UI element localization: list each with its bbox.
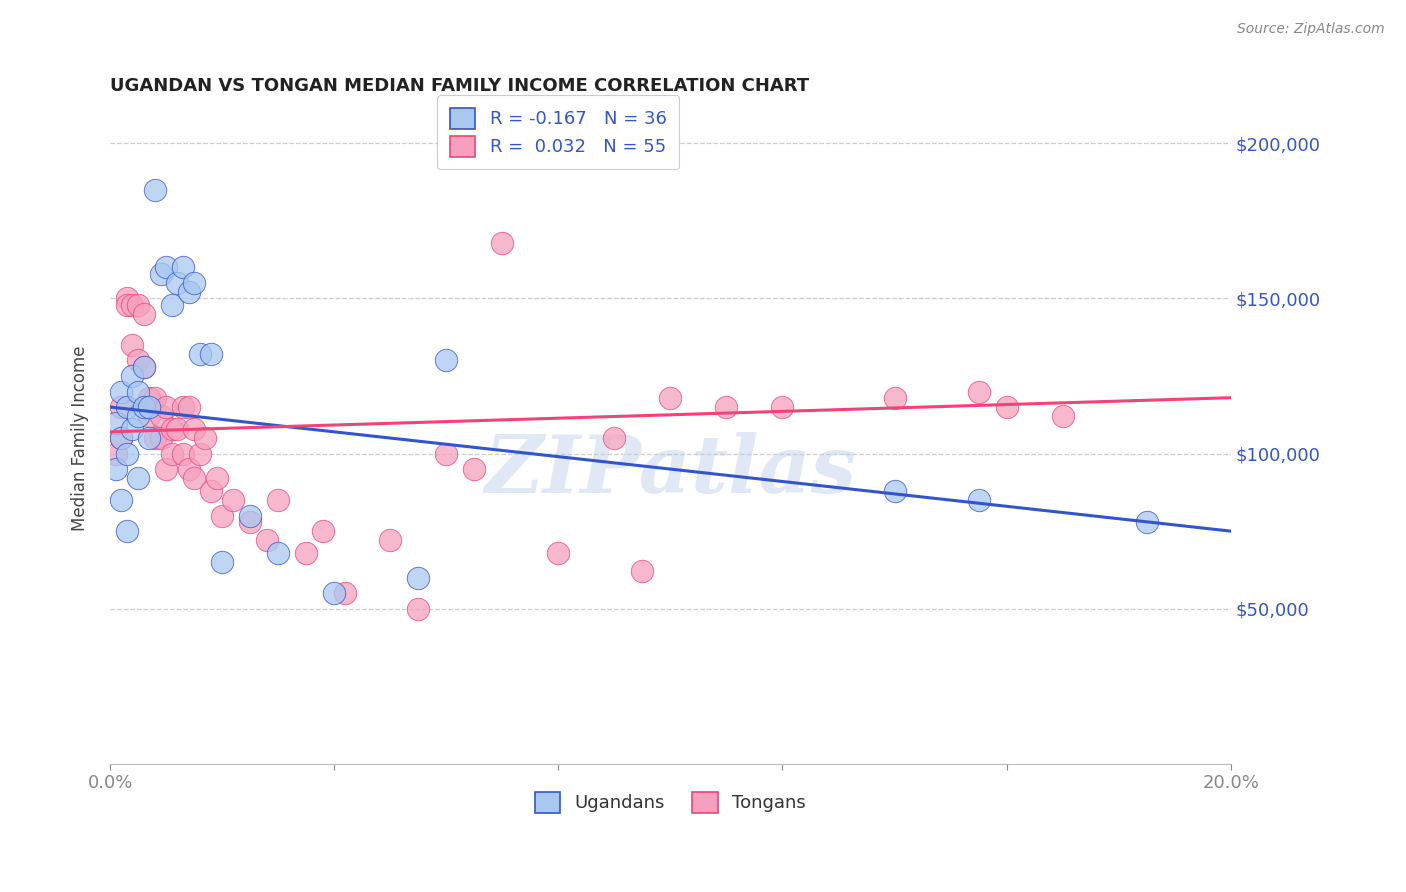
Point	[104, 462, 127, 476]
Point	[222, 493, 245, 508]
Point	[115, 400, 138, 414]
Text: ZIPatlas: ZIPatlas	[484, 432, 856, 509]
Point	[155, 400, 177, 414]
Point	[121, 338, 143, 352]
Point	[295, 546, 318, 560]
Point	[121, 298, 143, 312]
Point	[155, 260, 177, 275]
Point	[110, 400, 132, 414]
Point	[659, 391, 682, 405]
Point	[127, 298, 149, 312]
Point	[110, 431, 132, 445]
Point	[115, 446, 138, 460]
Point	[967, 384, 990, 399]
Point	[138, 431, 160, 445]
Point	[194, 431, 217, 445]
Point	[239, 515, 262, 529]
Point	[132, 307, 155, 321]
Point	[138, 409, 160, 424]
Point	[143, 431, 166, 445]
Point	[323, 586, 346, 600]
Text: UGANDAN VS TONGAN MEDIAN FAMILY INCOME CORRELATION CHART: UGANDAN VS TONGAN MEDIAN FAMILY INCOME C…	[110, 78, 810, 95]
Point	[149, 431, 172, 445]
Point	[138, 400, 160, 414]
Point	[491, 235, 513, 250]
Text: Source: ZipAtlas.com: Source: ZipAtlas.com	[1237, 22, 1385, 37]
Point	[1136, 515, 1159, 529]
Point	[183, 422, 205, 436]
Point	[172, 400, 194, 414]
Point	[121, 369, 143, 384]
Point	[104, 416, 127, 430]
Point	[115, 292, 138, 306]
Point	[127, 409, 149, 424]
Point	[188, 446, 211, 460]
Point	[104, 446, 127, 460]
Point	[143, 391, 166, 405]
Point	[127, 471, 149, 485]
Point	[110, 493, 132, 508]
Point	[205, 471, 228, 485]
Point	[160, 446, 183, 460]
Point	[183, 276, 205, 290]
Point	[172, 446, 194, 460]
Point	[115, 524, 138, 538]
Point	[177, 400, 200, 414]
Point	[380, 533, 402, 548]
Point	[603, 431, 626, 445]
Point	[160, 422, 183, 436]
Point	[463, 462, 485, 476]
Point	[547, 546, 569, 560]
Point	[177, 285, 200, 300]
Point	[631, 565, 654, 579]
Point	[967, 493, 990, 508]
Point	[239, 508, 262, 523]
Point	[166, 276, 188, 290]
Point	[406, 571, 429, 585]
Point	[172, 260, 194, 275]
Point	[772, 400, 794, 414]
Point	[155, 462, 177, 476]
Point	[1052, 409, 1074, 424]
Point	[183, 471, 205, 485]
Point	[200, 483, 222, 498]
Point	[149, 267, 172, 281]
Point	[132, 359, 155, 374]
Point	[267, 493, 290, 508]
Point	[160, 298, 183, 312]
Point	[143, 183, 166, 197]
Point	[110, 384, 132, 399]
Point	[138, 391, 160, 405]
Point	[132, 359, 155, 374]
Y-axis label: Median Family Income: Median Family Income	[72, 345, 89, 531]
Point	[188, 347, 211, 361]
Legend: Ugandans, Tongans: Ugandans, Tongans	[527, 785, 813, 820]
Point	[149, 409, 172, 424]
Point	[132, 400, 155, 414]
Point	[434, 446, 457, 460]
Point	[211, 555, 233, 569]
Point	[127, 353, 149, 368]
Point	[127, 384, 149, 399]
Point	[115, 298, 138, 312]
Point	[312, 524, 335, 538]
Point	[110, 431, 132, 445]
Point	[434, 353, 457, 368]
Point	[166, 422, 188, 436]
Point	[883, 483, 905, 498]
Point	[267, 546, 290, 560]
Point	[883, 391, 905, 405]
Point	[406, 601, 429, 615]
Point	[335, 586, 357, 600]
Point	[716, 400, 738, 414]
Point	[121, 422, 143, 436]
Point	[200, 347, 222, 361]
Point	[995, 400, 1018, 414]
Point	[211, 508, 233, 523]
Point	[177, 462, 200, 476]
Point	[256, 533, 278, 548]
